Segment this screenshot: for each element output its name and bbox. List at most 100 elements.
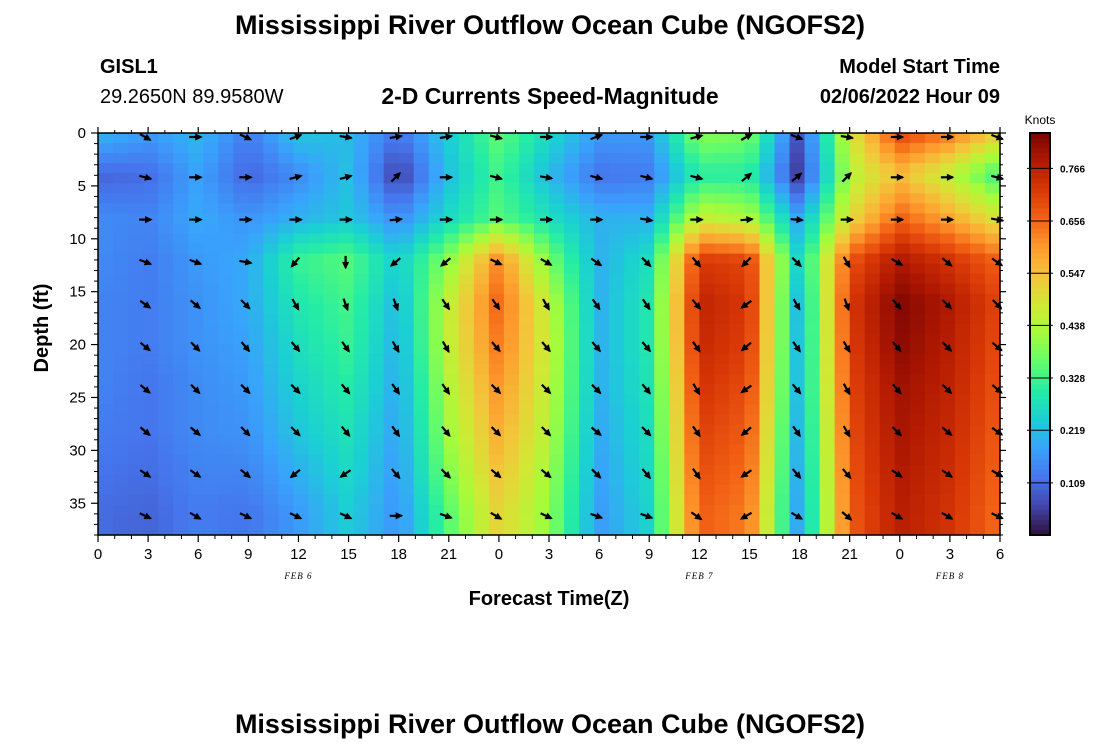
heatmap-cell xyxy=(248,334,264,345)
heatmap-cell xyxy=(308,474,325,486)
heatmap-cell xyxy=(594,344,610,355)
heatmap-cell xyxy=(428,283,445,295)
heatmap-cell xyxy=(323,273,340,285)
heatmap-cell xyxy=(293,494,310,506)
heatmap-cell xyxy=(639,444,655,456)
vector-head xyxy=(643,344,651,353)
heatmap-cell xyxy=(383,183,400,194)
heatmap-cell xyxy=(248,364,264,375)
heatmap-cell xyxy=(158,364,174,375)
heatmap-cell xyxy=(98,454,114,466)
heatmap-cell xyxy=(173,434,189,446)
colorbar-segment xyxy=(1030,469,1050,476)
heatmap-cell xyxy=(804,203,821,214)
heatmap-cell xyxy=(624,344,640,355)
current-vector xyxy=(490,383,502,395)
vector-head xyxy=(844,513,853,521)
heatmap-cell xyxy=(609,404,625,415)
heatmap-cell xyxy=(278,213,295,225)
heatmap-cell xyxy=(924,454,941,466)
heatmap-cell xyxy=(308,313,325,325)
heatmap-cell xyxy=(789,143,806,154)
heatmap-cell xyxy=(564,474,580,486)
vector-head xyxy=(946,133,955,141)
heatmap-cell xyxy=(624,243,640,255)
heatmap-cell xyxy=(113,444,129,456)
heatmap-cell xyxy=(413,414,430,426)
heatmap-cell xyxy=(278,253,295,265)
heatmap-cell xyxy=(924,233,941,245)
heatmap-cell xyxy=(819,173,836,184)
heatmap-cell xyxy=(158,293,174,305)
heatmap-cell xyxy=(609,273,625,285)
current-vector xyxy=(189,511,202,520)
heatmap-cell xyxy=(594,193,610,204)
heatmap-cell xyxy=(173,524,189,536)
heatmap-cell xyxy=(443,384,460,395)
heatmap-cell xyxy=(128,454,144,466)
current-vector xyxy=(890,216,905,224)
heatmap-cell xyxy=(533,334,550,345)
heatmap-cell xyxy=(894,484,911,496)
heatmap-cell xyxy=(684,344,700,355)
colorbar-segment xyxy=(1030,173,1050,179)
heatmap-cell xyxy=(969,524,986,536)
heatmap-cell xyxy=(819,183,836,194)
heatmap-cell xyxy=(158,203,174,214)
heatmap-cell xyxy=(308,484,325,496)
heatmap-cell xyxy=(413,514,430,526)
heatmap-cell xyxy=(684,354,700,365)
heatmap-cell xyxy=(113,504,129,516)
current-vector xyxy=(391,340,400,354)
heatmap-cell xyxy=(594,454,610,466)
heatmap-cell xyxy=(594,133,610,144)
heatmap-cell xyxy=(609,283,625,295)
heatmap-cell xyxy=(113,454,129,466)
heatmap-cell xyxy=(323,464,340,476)
heatmap-cell xyxy=(729,454,746,466)
x-tick-label: 3 xyxy=(545,546,553,563)
heatmap-cell xyxy=(203,514,219,526)
heatmap-cell xyxy=(624,514,640,526)
heatmap-cell xyxy=(398,213,415,225)
colorbar-segment xyxy=(1030,474,1050,481)
heatmap-cell xyxy=(774,283,791,295)
heatmap-cell xyxy=(98,444,114,456)
heatmap-cell xyxy=(879,404,896,415)
heatmap-cell xyxy=(849,504,866,516)
heatmap-cell xyxy=(609,133,625,144)
heatmap-cell xyxy=(579,404,595,415)
heatmap-cell xyxy=(849,344,866,355)
heatmap-cell xyxy=(954,233,971,245)
current-vector xyxy=(440,468,452,479)
heatmap-cell xyxy=(218,334,234,345)
heatmap-cell xyxy=(188,364,204,375)
heatmap-cell xyxy=(654,454,670,466)
heatmap-cell xyxy=(849,424,866,436)
heatmap-cell xyxy=(819,504,836,516)
colorbar-segment xyxy=(1030,504,1050,511)
heatmap-cell xyxy=(579,183,595,194)
heatmap-cell xyxy=(804,163,821,174)
heatmap-cell xyxy=(684,374,700,385)
colorbar-segment xyxy=(1030,303,1050,310)
heatmap-cell xyxy=(909,153,926,164)
heatmap-cell xyxy=(909,173,926,184)
colorbar-segment xyxy=(1030,429,1050,436)
heatmap-cell xyxy=(263,404,279,415)
heatmap-cell xyxy=(233,344,249,355)
heatmap-cell xyxy=(864,514,881,526)
heatmap-cell xyxy=(353,454,370,466)
heatmap-cell xyxy=(744,404,761,415)
colorbar-segment xyxy=(1030,233,1050,240)
heatmap-cell xyxy=(128,143,144,154)
heatmap-cell xyxy=(383,334,400,345)
heatmap-cell xyxy=(984,344,1001,355)
current-vector xyxy=(590,173,604,181)
heatmap-cell xyxy=(639,293,655,305)
vector-head xyxy=(143,133,152,141)
heatmap-cell xyxy=(729,504,746,516)
heatmap-cell xyxy=(218,233,234,245)
heatmap-cell xyxy=(458,404,475,415)
current-vector xyxy=(389,512,404,520)
